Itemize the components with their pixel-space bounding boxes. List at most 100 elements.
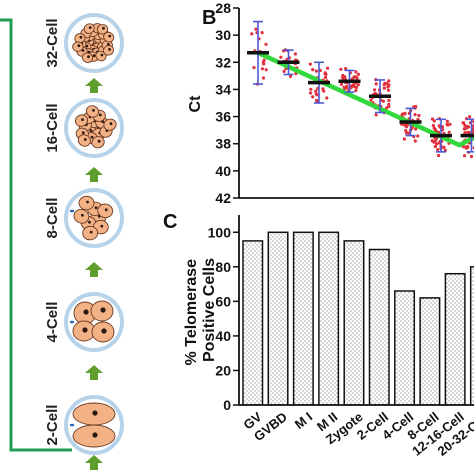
blastomere [97,203,114,219]
panel-b-tick-label: 40 [215,163,231,179]
ct-data-point [436,148,440,152]
telomerase-bar-4 [343,240,365,405]
ct-data-point [326,66,330,70]
blastomere [103,118,117,131]
ct-data-point [384,106,389,110]
up-arrow [85,365,103,380]
ct-data-point [403,111,407,115]
ct-data-point [382,86,386,90]
ct-data-point [431,123,435,128]
nucleus [82,327,88,333]
nucleus [81,131,85,135]
ct-data-point [442,145,446,149]
blastomere [73,208,90,224]
ct-data-point [387,79,391,83]
ct-data-point [417,113,421,118]
ct-data-point [282,69,286,73]
embryo-32-cell [64,13,124,73]
ct-data-point [461,121,465,125]
nucleus [88,220,91,224]
ct-data-point [314,98,319,103]
stage-label-16-cell: 16-Cell [44,103,61,152]
panel-b-tick-label: 42 [215,190,231,206]
ct-data-point [433,144,437,149]
ct-data-point [351,83,355,87]
ct-data-point [462,127,466,131]
ct-data-point [383,81,387,85]
ct-data-point [339,67,343,71]
ct-data-point [416,117,420,121]
blastomere [96,24,109,35]
ct-data-point [436,153,441,158]
panel-b-plot [247,20,474,159]
zona-pellucida [64,292,124,352]
up-arrow [85,262,103,277]
polar-body [69,209,75,213]
ct-data-point [430,139,434,143]
panel-c-y-axis-title-line-2: Positive Cells [201,258,218,362]
panel-b-tick-label: 36 [215,109,231,125]
panel-b-y-axis-title: Ct [187,95,204,113]
panel-b-tick-label: 32 [215,54,231,70]
nucleus [90,135,94,139]
nucleus [100,307,106,313]
ct-data-point [264,42,268,46]
ct-data-point [469,154,474,159]
ct-data-point [261,76,266,80]
panel-b-tick-label: 28 [215,0,231,16]
telomerase-bar-5 [368,248,390,405]
nucleus [97,139,101,143]
ct-data-point [466,145,470,149]
panel-c-tick-label: 80 [215,259,231,275]
ct-data-point [279,55,283,59]
stage-label-8-cell: 8-Cell [44,198,61,239]
ct-data-point [260,30,264,35]
nucleus [92,410,98,416]
embryo-2-cell [64,395,124,455]
panel-b-tick-label: 34 [215,81,231,97]
ct-data-point [314,89,318,93]
nucleus [83,309,89,315]
nucleus [92,109,95,112]
nucleus [106,42,110,46]
ct-data-point [354,85,359,89]
ct-data-point [432,119,436,123]
ct-data-point [369,98,373,102]
panel-b-letter: B [202,7,216,29]
embryo-development-panel: 2-Cell 4-Cell 8-Cell 16-Cell 32-Cell [0,13,124,470]
ct-data-point [445,122,449,126]
ct-data-point [400,112,404,116]
panel-c-y-axis-title: % Telomerase Positive Cells [183,255,218,366]
ct-data-point [471,124,474,128]
ct-data-point [262,58,266,62]
blastomere [72,41,84,52]
blastomere [74,33,86,44]
ct-data-point [387,105,391,109]
ct-data-point [311,68,315,72]
ct-data-point [260,67,264,71]
blastomere [81,52,94,63]
ct-data-point [463,123,467,127]
telomerase-bar-7 [419,297,441,405]
ct-data-point [467,131,471,135]
nucleus [92,54,96,58]
category-label: M I [292,409,315,432]
blastomere [103,31,115,43]
panel-c-tick-label: 60 [215,293,231,309]
ct-data-point [325,96,329,100]
ct-data-point [354,70,358,74]
ct-data-point [344,67,348,71]
blastomere [91,136,105,149]
blastomere [82,225,99,241]
nucleus [109,122,113,126]
telomerase-bar-9 [469,266,474,405]
ct-data-point [324,75,328,79]
ct-data-point [387,98,391,102]
panel-b-tick-label: 38 [215,136,231,152]
nucleus [108,48,111,51]
ct-data-point [435,142,439,146]
blastomere [78,195,95,211]
blastomere [85,105,100,118]
nucleus [98,113,102,117]
nucleus [79,35,83,39]
